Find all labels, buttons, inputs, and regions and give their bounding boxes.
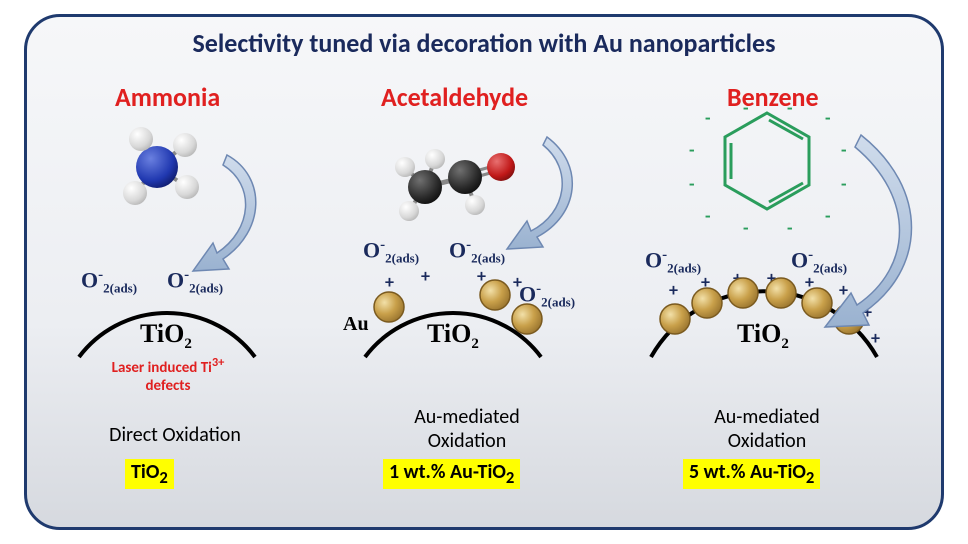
col2-o2-3: O-2(ads) [519, 281, 575, 311]
plus-icon: + [513, 271, 522, 293]
col2-highlight: 1 wt.% Au-TiO2 [383, 459, 520, 489]
neg-icon: - [743, 97, 749, 119]
au-particle [834, 304, 864, 334]
col2-tio2: TiO2 [427, 319, 479, 353]
col2-o2-1: O-2(ads) [363, 237, 419, 267]
col2-o2-2: O-2(ads) [449, 237, 505, 267]
ammonia-molecule [123, 127, 199, 205]
col1-defect: Laser induced Ti3+defects [93, 355, 243, 395]
neg-icon: - [825, 107, 831, 129]
neg-icon: - [787, 97, 793, 119]
neg-icon: - [705, 205, 711, 227]
plus-icon: + [385, 271, 394, 293]
col1-o2-2: O-2(ads) [167, 267, 223, 297]
neg-icon: - [689, 139, 695, 161]
plus-icon: + [767, 267, 776, 289]
col1-highlight: TiO2 [125, 459, 174, 489]
col3-o2-2: O-2(ads) [791, 247, 847, 277]
col2-mechanism: Au-mediatedOxidation [367, 405, 567, 453]
arrow-2 [507, 137, 572, 249]
col3-highlight: 5 wt.% Au-TiO2 [683, 459, 820, 489]
benzene-molecule [725, 113, 809, 209]
col1-title: Ammonia [115, 81, 220, 113]
col1-o2-1: O-2(ads) [81, 267, 137, 297]
arrow-1 [193, 155, 256, 271]
col3-o2-1: O-2(ads) [645, 247, 701, 277]
main-title: Selectivity tuned via decoration with Au… [192, 27, 775, 59]
col1-mechanism: Direct Oxidation [75, 423, 275, 447]
neg-icon: - [705, 107, 711, 129]
plus-icon: + [477, 265, 486, 287]
plus-icon: + [525, 313, 534, 335]
plus-icon: + [839, 279, 848, 301]
col2-au-label: Au [343, 313, 369, 336]
plus-icon: + [871, 327, 880, 349]
plus-icon: + [733, 267, 742, 289]
arrow-3 [825, 135, 912, 327]
col3-mechanism: Au-mediatedOxidation [667, 405, 867, 453]
neg-icon: - [689, 173, 695, 195]
plus-icon: + [421, 265, 430, 287]
au-particle [660, 304, 690, 334]
neg-icon: - [841, 173, 847, 195]
neg-icon: - [841, 139, 847, 161]
neg-icon: - [825, 205, 831, 227]
plus-icon: + [863, 301, 872, 323]
au-particle [374, 292, 404, 322]
neg-icon: - [743, 217, 749, 239]
diagram-frame: Selectivity tuned via decoration with Au… [24, 14, 944, 530]
col1-tio2: TiO2 [140, 319, 192, 353]
plus-icon: + [701, 271, 710, 293]
acetaldehyde-molecule [395, 149, 515, 221]
neg-icon: - [787, 217, 793, 239]
col3-title: Benzene [727, 81, 819, 113]
plus-icon: + [669, 279, 678, 301]
col2-title: Acetaldehyde [381, 81, 528, 113]
col3-tio2: TiO2 [737, 319, 789, 353]
plus-icon: + [805, 271, 814, 293]
